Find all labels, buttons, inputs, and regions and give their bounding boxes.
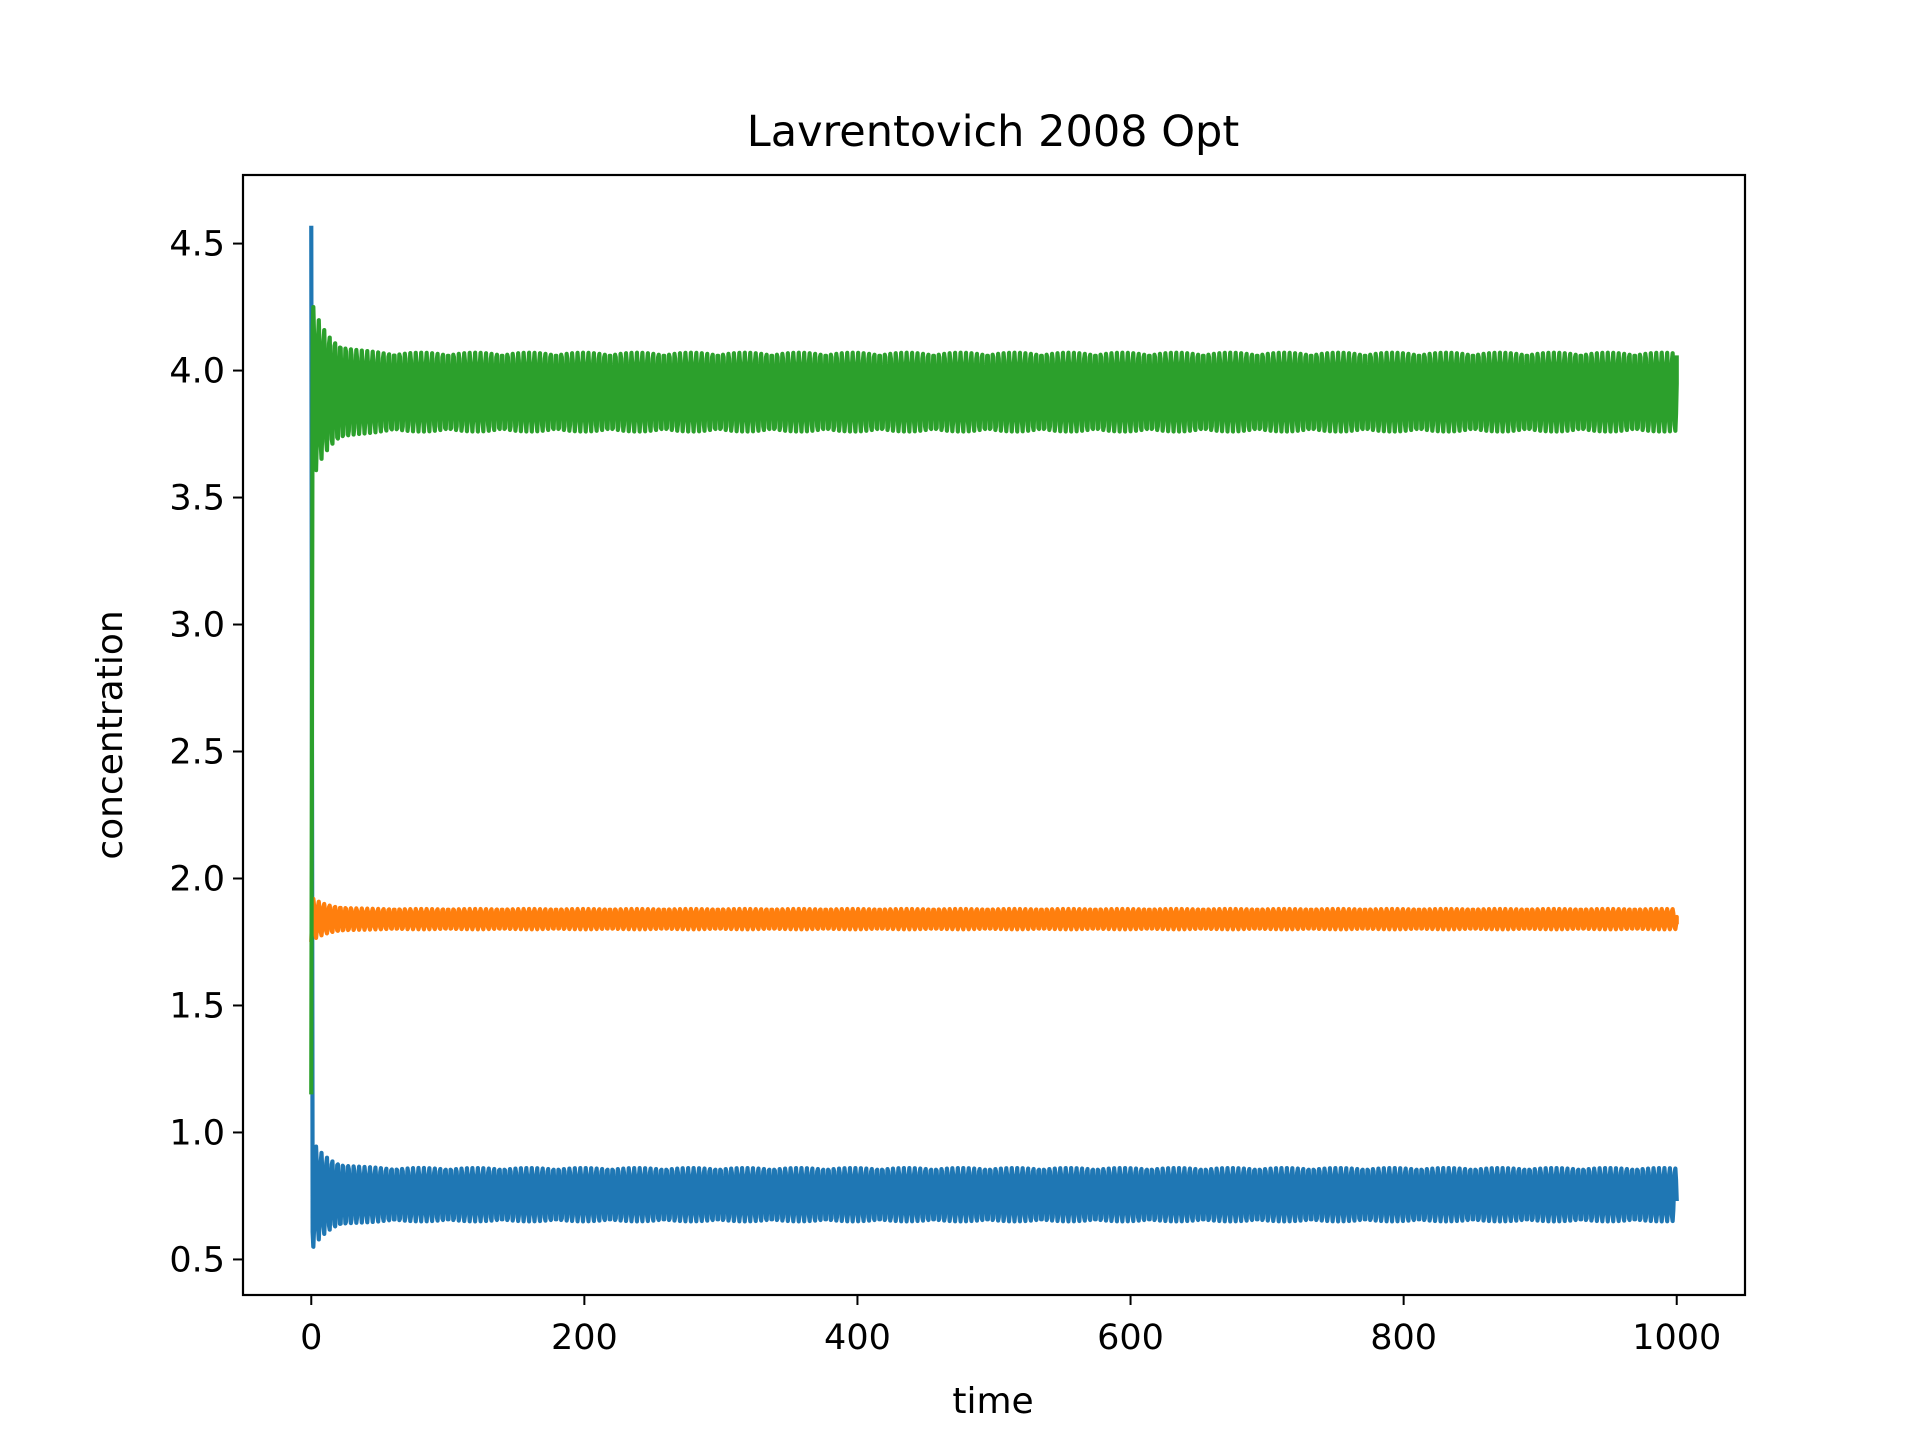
- plot-frame: [241, 173, 1747, 1297]
- x-tick-label: 200: [551, 1318, 618, 1358]
- chart-title: Lavrentovich 2008 Opt: [747, 107, 1239, 157]
- series-line-3: [309, 304, 1679, 1095]
- series-layer: [309, 225, 1679, 1249]
- series-line-2: [309, 896, 1679, 943]
- x-tick-label: 1000: [1632, 1318, 1721, 1358]
- y-axis: 0.5 1.0 1.5 2.0 2.5 3.0 3.5 4.0 4.5: [169, 225, 243, 1280]
- x-axis-label: time: [952, 1381, 1033, 1422]
- series-line-1: [309, 225, 1679, 1249]
- y-tick-label: 0.5: [169, 1240, 225, 1280]
- x-tick-label: 800: [1370, 1318, 1437, 1358]
- x-axis: 0 200 400 600 800 1000: [300, 1295, 1721, 1358]
- y-tick-label: 2.0: [169, 859, 225, 899]
- y-tick-label: 4.5: [169, 225, 225, 265]
- x-tick-label: 0: [300, 1318, 322, 1358]
- x-tick-label: 400: [824, 1318, 891, 1358]
- x-tick-label: 600: [1097, 1318, 1164, 1358]
- y-tick-label: 1.5: [169, 986, 225, 1026]
- y-axis-label: concentration: [90, 610, 131, 859]
- y-tick-label: 1.0: [169, 1113, 225, 1153]
- y-tick-label: 2.5: [169, 733, 225, 773]
- y-tick-label: 3.5: [169, 479, 225, 519]
- y-tick-label: 4.0: [169, 352, 225, 392]
- y-tick-label: 3.0: [169, 606, 225, 646]
